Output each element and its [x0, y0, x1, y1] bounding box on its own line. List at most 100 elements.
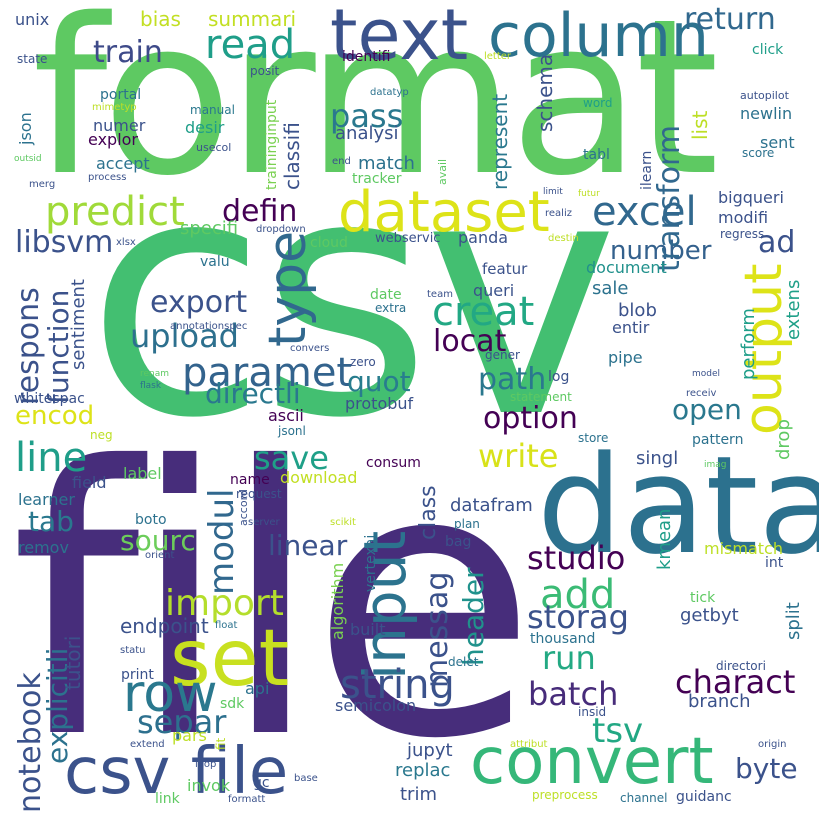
word-byte: byte: [735, 752, 798, 785]
word-traininginput: traininginput: [264, 99, 280, 190]
word-open: open: [672, 393, 742, 426]
word-learner: learner: [18, 490, 75, 509]
word-merg: merg: [29, 179, 56, 190]
word-base: base: [294, 773, 318, 784]
word-linear: linear: [268, 529, 348, 562]
word-transform: transform: [652, 124, 687, 272]
word-paramet: paramet: [182, 350, 353, 396]
word-receiv: receiv: [686, 388, 717, 399]
word-label: label: [123, 464, 162, 483]
word-link: link: [155, 791, 180, 807]
word-import: import: [165, 583, 284, 624]
word-convert: convert: [470, 725, 714, 799]
word-formatt: formatt: [228, 794, 266, 805]
word-export: export: [150, 285, 248, 320]
word-sdk: sdk: [220, 696, 245, 712]
word-flask: flask: [140, 381, 162, 391]
word-entir: entir: [612, 318, 650, 337]
word-upload: upload: [130, 317, 239, 355]
word-analysi: analysi: [335, 123, 399, 144]
word-ad: ad: [758, 225, 796, 260]
word-unix: unix: [15, 10, 50, 29]
word-studio: studio: [527, 539, 626, 577]
word-run: run: [542, 639, 596, 677]
word-log: log: [548, 369, 570, 385]
word-float: float: [215, 620, 238, 631]
word-explor: explor: [88, 130, 138, 149]
word-trim: trim: [400, 784, 437, 805]
word-option: option: [483, 401, 578, 436]
word-usecol: usecol: [196, 141, 232, 154]
word-field: field: [72, 473, 107, 492]
word-state: state: [17, 52, 48, 66]
word-singl: singl: [636, 448, 679, 469]
word-modul: modul: [202, 488, 242, 596]
word-storag: storag: [527, 598, 629, 636]
word-queri: queri: [473, 281, 515, 300]
word-cloud: cloud: [310, 235, 348, 251]
word-annotationspec: annotationspec: [170, 321, 248, 332]
word-dataset: dataset: [338, 180, 550, 245]
word-number: number: [610, 236, 712, 266]
word-json: json: [16, 112, 35, 145]
word-delet: delet: [448, 655, 479, 669]
word-header: header: [457, 567, 490, 666]
word-modifi: modifi: [718, 208, 769, 227]
word-built: built: [350, 620, 386, 639]
word-futur: futur: [578, 189, 600, 199]
word-statement: statement: [510, 390, 572, 404]
word-creat: creat: [432, 289, 535, 335]
word-guidanc: guidanc: [676, 789, 732, 805]
word-write: write: [478, 437, 559, 475]
word-return: return: [684, 2, 776, 37]
word-click: click: [752, 42, 784, 58]
word-summari: summari: [208, 7, 297, 31]
word-request: request: [236, 487, 282, 501]
word-accept: accept: [96, 154, 150, 173]
word-name: name: [230, 472, 270, 488]
word-messag: messag: [420, 571, 455, 688]
word-endpoint: endpoint: [120, 614, 209, 638]
word-team: team: [427, 289, 453, 300]
word-int: int: [765, 555, 784, 571]
word-format: format: [32, 0, 719, 223]
word-remov: remov: [18, 538, 69, 557]
word-tick: tick: [690, 590, 716, 606]
word-datatyp: datatyp: [370, 87, 409, 98]
word-mimetyp: mimetyp: [92, 102, 137, 113]
word-destin: destin: [548, 233, 579, 244]
word-replac: replac: [395, 760, 451, 781]
word-sale: sale: [592, 278, 629, 299]
word-algorithm: algorithm: [328, 562, 347, 640]
word-set: set: [170, 614, 290, 704]
word-file: file: [10, 390, 537, 819]
word-whitespac: whitespac: [14, 391, 85, 407]
word-respons: respons: [11, 287, 46, 405]
word-save: save: [254, 439, 329, 477]
word-posit: posit: [250, 64, 280, 78]
word-branch: branch: [688, 691, 751, 712]
word-thousand: thousand: [530, 631, 596, 647]
word-sourc: sourc: [120, 524, 196, 557]
word-identifi: identifi: [342, 49, 391, 65]
word-path: path: [478, 362, 547, 397]
word-autopilot: autopilot: [740, 89, 789, 102]
word-statu: statu: [120, 645, 146, 656]
word-line: line: [15, 435, 88, 481]
word-classifi: classifi: [280, 122, 304, 190]
word-tabl: tabl: [583, 147, 610, 163]
word-perform: perform: [738, 308, 759, 380]
word-download: download: [280, 468, 358, 487]
word-origin: origin: [758, 739, 787, 750]
word-process: process: [88, 172, 127, 183]
word-represent: represent: [488, 93, 512, 190]
word-locat: locat: [433, 324, 507, 359]
word-insid: insid: [578, 705, 607, 719]
word-getbyt: getbyt: [680, 605, 739, 626]
word-plan: plan: [454, 517, 480, 531]
word-semicolon: semicolon: [335, 696, 417, 715]
word-orient: orient: [145, 550, 175, 561]
word-blob: blob: [618, 300, 657, 321]
word-consum: consum: [366, 455, 421, 471]
word-directli: directli: [205, 377, 301, 410]
